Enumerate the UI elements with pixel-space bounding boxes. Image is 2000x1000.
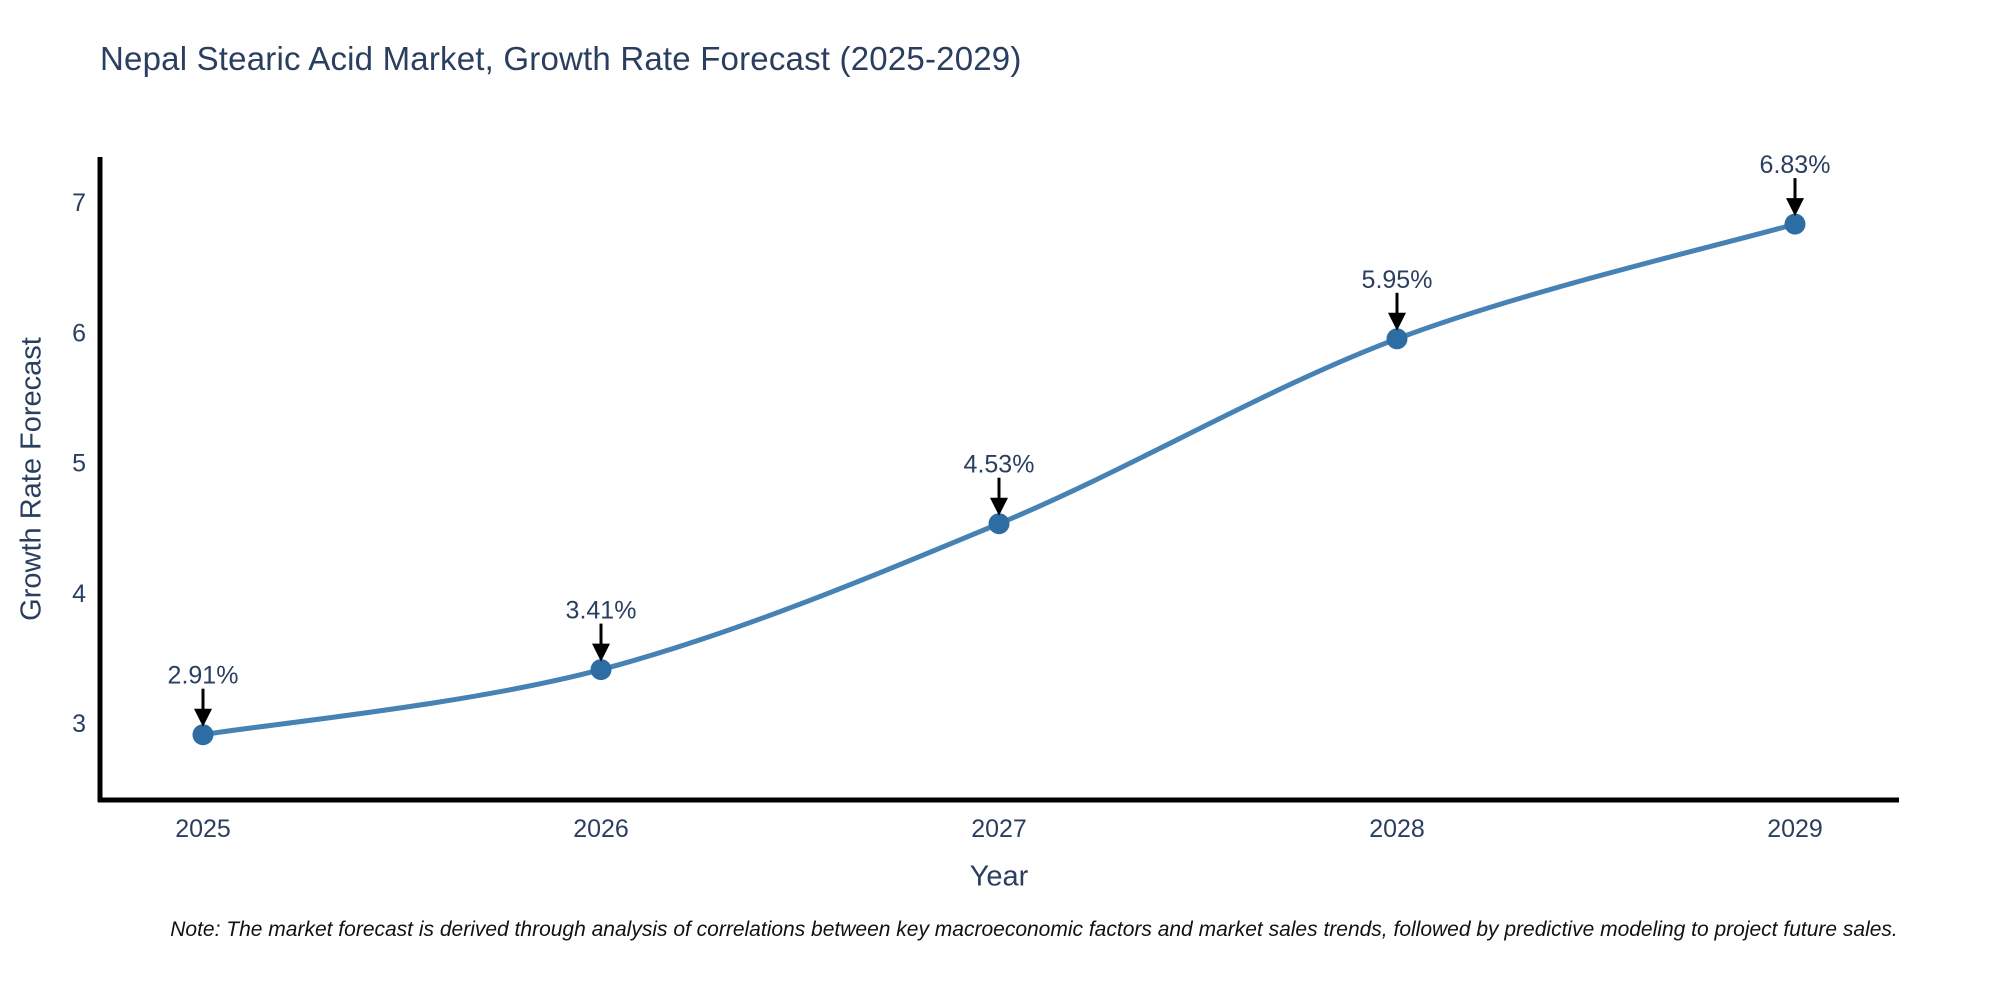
data-point-label: 6.83% — [1760, 151, 1831, 179]
data-point-marker — [1386, 328, 1408, 350]
x-tick-label: 2025 — [175, 815, 231, 843]
data-point-label: 2.91% — [168, 662, 239, 690]
annotation-arrowhead — [592, 643, 610, 662]
y-tick-label: 3 — [72, 710, 86, 738]
y-tick-label: 7 — [72, 189, 86, 217]
data-point-label: 4.53% — [964, 451, 1035, 479]
chart-title: Nepal Stearic Acid Market, Growth Rate F… — [100, 40, 1022, 77]
annotation-arrowhead — [1388, 312, 1406, 331]
x-tick-label: 2026 — [573, 815, 629, 843]
annotation-arrowhead — [1786, 198, 1804, 217]
x-tick-label: 2029 — [1767, 815, 1823, 843]
x-axis-title: Year — [969, 860, 1029, 893]
data-point-marker — [988, 513, 1010, 535]
data-point-marker — [1784, 213, 1806, 235]
x-tick-label: 2027 — [971, 815, 1027, 843]
data-point-marker — [590, 659, 612, 681]
annotation-arrowhead — [194, 708, 212, 727]
data-point-label: 5.95% — [1362, 266, 1433, 294]
footnote: Note: The market forecast is derived thr… — [170, 918, 1898, 941]
data-point-label: 3.41% — [566, 597, 637, 625]
data-point-marker — [192, 724, 214, 746]
annotation-arrowhead — [990, 497, 1008, 516]
x-tick-label: 2028 — [1369, 815, 1425, 843]
y-axis-title: Growth Rate Forecast — [15, 337, 48, 621]
y-tick-label: 4 — [72, 580, 86, 608]
y-tick-label: 6 — [72, 319, 86, 347]
y-tick-label: 5 — [72, 450, 86, 478]
